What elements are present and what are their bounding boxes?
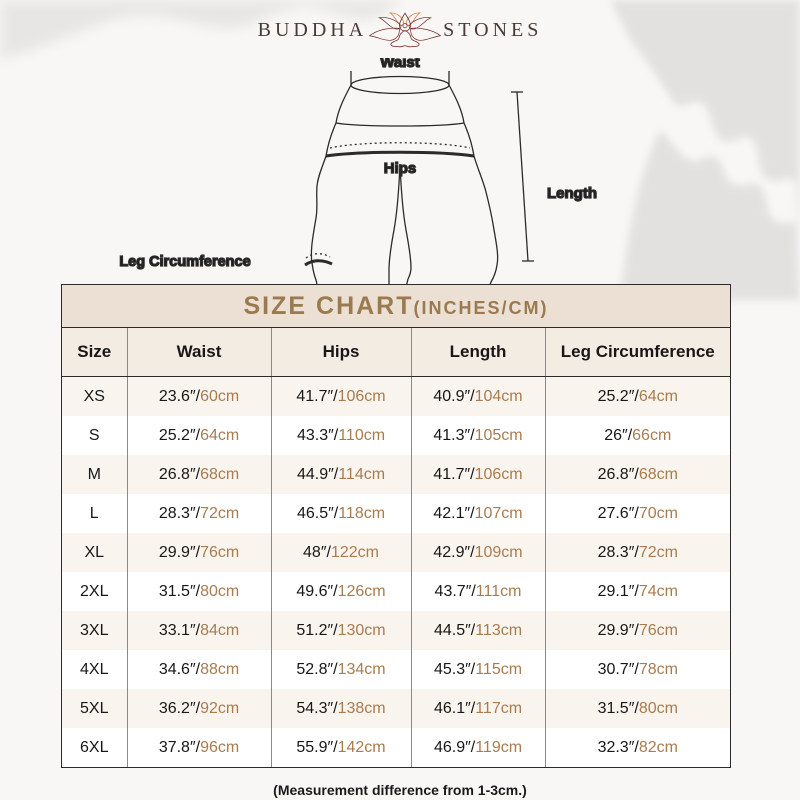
svg-text:Leg Circumference: Leg Circumference xyxy=(119,254,250,270)
svg-text:Length: Length xyxy=(547,185,597,202)
svg-text:Waist: Waist xyxy=(380,58,419,71)
